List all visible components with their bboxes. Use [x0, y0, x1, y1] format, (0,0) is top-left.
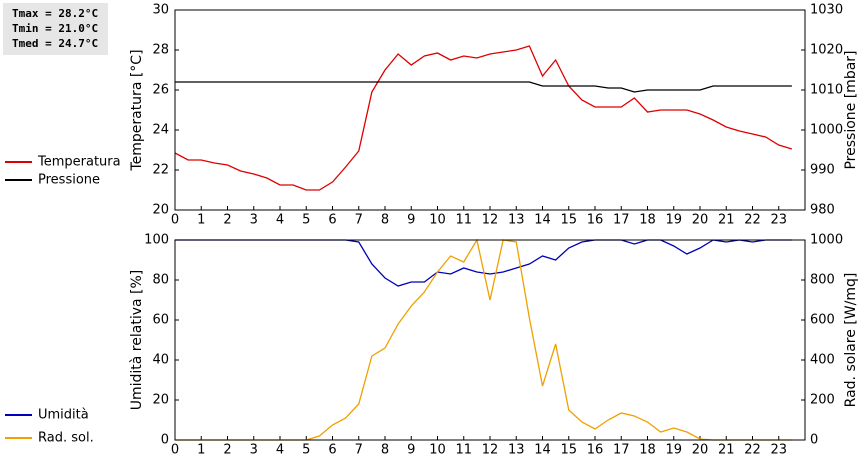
x-tick-label: 20 [692, 213, 709, 228]
x-tick-label: 3 [250, 443, 258, 458]
x-tick-label: 12 [482, 443, 499, 458]
y-tick-label: 40 [152, 353, 169, 368]
x-tick-label: 23 [770, 213, 787, 228]
x-tick-label: 8 [381, 443, 389, 458]
x-tick-label: 18 [639, 443, 656, 458]
y2-tick-label: 980 [810, 203, 835, 218]
x-tick-label: 7 [355, 213, 363, 228]
series-line [175, 239, 792, 441]
x-tick-label: 1 [197, 213, 205, 228]
x-tick-label: 12 [482, 213, 499, 228]
annotation-box [3, 3, 108, 55]
x-tick-label: 23 [770, 443, 787, 458]
x-tick-label: 22 [744, 443, 761, 458]
x-tick-label: 22 [744, 213, 761, 228]
x-tick-label: 19 [665, 443, 682, 458]
x-tick-label: 18 [639, 213, 656, 228]
x-tick-label: 6 [328, 213, 336, 228]
x-tick-label: 17 [613, 443, 630, 458]
x-tick-label: 11 [455, 213, 472, 228]
y-tick-label: 100 [144, 233, 169, 248]
y-tick-label: 28 [152, 43, 169, 58]
x-tick-label: 2 [223, 443, 231, 458]
y-tick-label: 20 [152, 203, 169, 218]
y-tick-label: 80 [152, 273, 169, 288]
series-line [175, 239, 792, 287]
y-tick-label: 30 [152, 3, 169, 18]
y-tick-label: 0 [161, 433, 169, 448]
y-tick-label: 26 [152, 83, 169, 98]
annotation: Tmed = 24.7°C [12, 37, 98, 50]
x-tick-label: 4 [276, 443, 284, 458]
legend-label: Temperatura [37, 155, 121, 170]
y2-tick-label: 800 [810, 273, 835, 288]
x-tick-label: 14 [534, 443, 551, 458]
y-tick-label: 24 [152, 123, 169, 138]
legend-label: Pressione [38, 173, 100, 188]
x-tick-label: 17 [613, 213, 630, 228]
x-tick-label: 15 [560, 213, 577, 228]
y-axis-title: Umidità relativa [%] [129, 270, 145, 411]
x-tick-label: 16 [587, 443, 604, 458]
x-tick-label: 5 [302, 443, 310, 458]
x-tick-label: 11 [455, 443, 472, 458]
x-tick-label: 2 [223, 213, 231, 228]
x-tick-label: 21 [718, 443, 735, 458]
x-tick-label: 16 [587, 213, 604, 228]
y-tick-label: 60 [152, 313, 169, 328]
y2-tick-label: 0 [810, 433, 818, 448]
y2-tick-label: 1030 [810, 3, 843, 18]
legend-label: Umidità [38, 408, 89, 423]
x-tick-label: 7 [355, 443, 363, 458]
x-tick-label: 20 [692, 443, 709, 458]
y2-axis-title: Pressione [mbar] [843, 50, 859, 169]
x-tick-label: 8 [381, 213, 389, 228]
x-tick-label: 1 [197, 443, 205, 458]
y-tick-label: 22 [152, 163, 169, 178]
x-tick-label: 10 [429, 443, 446, 458]
x-tick-label: 9 [407, 443, 415, 458]
x-tick-label: 6 [328, 443, 336, 458]
x-tick-label: 19 [665, 213, 682, 228]
annotation: Tmin = 21.0°C [12, 22, 98, 35]
y2-tick-label: 990 [810, 163, 835, 178]
x-tick-label: 0 [171, 213, 179, 228]
x-tick-label: 3 [250, 213, 258, 228]
y2-tick-label: 200 [810, 393, 835, 408]
y2-tick-label: 1000 [810, 233, 843, 248]
x-tick-label: 14 [534, 213, 551, 228]
y-axis-title: Temperatura [°C] [129, 49, 145, 171]
x-tick-label: 13 [508, 213, 525, 228]
x-tick-label: 5 [302, 213, 310, 228]
y2-tick-label: 400 [810, 353, 835, 368]
y2-axis-title: Rad. solare [W/mq] [843, 273, 859, 408]
y2-tick-label: 1020 [810, 43, 843, 58]
x-tick-label: 15 [560, 443, 577, 458]
y2-tick-label: 1000 [810, 123, 843, 138]
plot-frame [174, 9, 806, 211]
x-tick-label: 21 [718, 213, 735, 228]
series-line [175, 81, 792, 93]
x-tick-label: 10 [429, 213, 446, 228]
x-tick-label: 9 [407, 213, 415, 228]
plot-frame [174, 239, 806, 441]
series-line [175, 45, 793, 191]
y2-tick-label: 600 [810, 313, 835, 328]
x-tick-label: 4 [276, 213, 284, 228]
x-tick-label: 0 [171, 443, 179, 458]
legend-label: Rad. sol. [38, 431, 94, 446]
y2-tick-label: 1010 [810, 83, 843, 98]
y-tick-label: 20 [152, 393, 169, 408]
annotation: Tmax = 28.2°C [12, 7, 98, 20]
x-tick-label: 13 [508, 443, 525, 458]
